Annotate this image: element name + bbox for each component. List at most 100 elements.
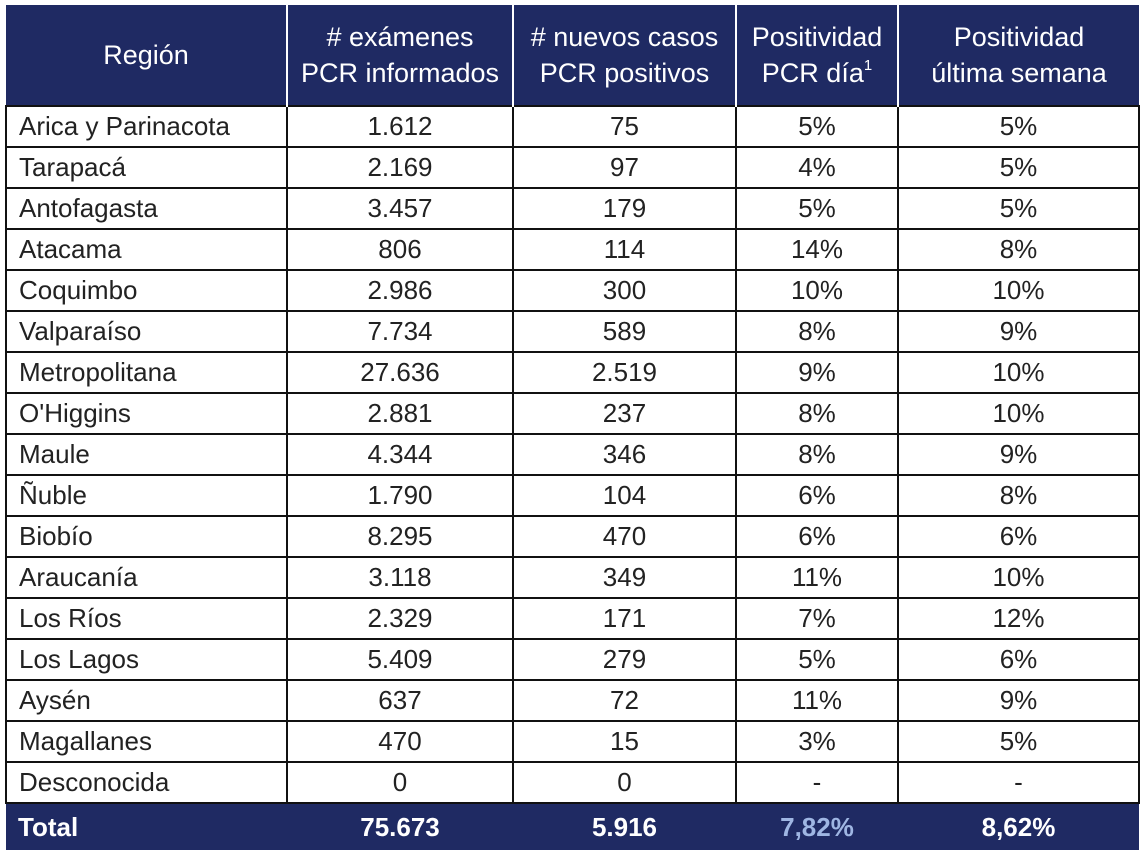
cell-region: Biobío [5, 515, 288, 558]
table-row: Tarapacá 2.169 97 4% 5% [5, 146, 1140, 189]
cell-cases: 97 [512, 146, 737, 189]
table-row: Coquimbo 2.986 300 10% 10% [5, 269, 1140, 312]
cell-region: Antofagasta [5, 187, 288, 230]
header-region-label: Región [103, 40, 189, 70]
cell-positivity-week: 8% [897, 228, 1140, 271]
cell-region: Magallanes [5, 720, 288, 763]
cell-exams: 3.457 [286, 187, 514, 230]
header-cases: # nuevos casos PCR positivos [512, 5, 737, 106]
cell-positivity-day: 5% [735, 187, 899, 230]
table-row: Antofagasta 3.457 179 5% 5% [5, 187, 1140, 230]
cell-positivity-week: 10% [897, 556, 1140, 599]
header-positivity-day-line2-wrap: PCR día1 [741, 55, 893, 91]
cell-positivity-day: 8% [735, 433, 899, 476]
header-row: Región # exámenes PCR informados # nuevo… [6, 5, 1139, 106]
table-row: Los Lagos 5.409 279 5% 6% [5, 638, 1140, 681]
cell-exams: 637 [286, 679, 514, 722]
cell-cases: 349 [512, 556, 737, 599]
cell-positivity-day: 8% [735, 310, 899, 353]
cell-positivity-day: 6% [735, 474, 899, 517]
cell-exams: 2.329 [286, 597, 514, 640]
table-row: Ñuble 1.790 104 6% 8% [5, 474, 1140, 517]
cell-positivity-day: 4% [735, 146, 899, 189]
cell-region: Tarapacá [5, 146, 288, 189]
cell-positivity-day: 5% [735, 105, 899, 148]
pcr-results-table: Región # exámenes PCR informados # nuevo… [5, 5, 1140, 850]
cell-cases: 114 [512, 228, 737, 271]
cell-region: O'Higgins [5, 392, 288, 435]
table-row: Araucanía 3.118 349 11% 10% [5, 556, 1140, 599]
header-positivity-week-line1: Positividad [953, 22, 1085, 52]
cell-positivity-week: 5% [897, 146, 1140, 189]
cell-positivity-day: 8% [735, 392, 899, 435]
cell-positivity-week: 6% [897, 638, 1140, 681]
cell-exams: 806 [286, 228, 514, 271]
cell-exams: 8.295 [286, 515, 514, 558]
cell-cases: 346 [512, 433, 737, 476]
cell-region: Valparaíso [5, 310, 288, 353]
table-row: O'Higgins 2.881 237 8% 10% [5, 392, 1140, 435]
cell-positivity-week: 5% [897, 105, 1140, 148]
cell-exams: 470 [286, 720, 514, 763]
cell-exams: 7.734 [286, 310, 514, 353]
cell-positivity-week: 6% [897, 515, 1140, 558]
cell-cases: 300 [512, 269, 737, 312]
cell-region: Aysén [5, 679, 288, 722]
cell-cases: 75 [512, 105, 737, 148]
total-positivity-week: 8,62% [898, 803, 1139, 850]
cell-exams: 2.169 [286, 146, 514, 189]
cell-positivity-week: 5% [897, 720, 1140, 763]
cell-region: Arica y Parinacota [5, 105, 288, 148]
cell-positivity-week: 5% [897, 187, 1140, 230]
cell-cases: 15 [512, 720, 737, 763]
header-positivity-day-line1: Positividad [751, 22, 883, 52]
cell-cases: 589 [512, 310, 737, 353]
total-cases: 5.916 [513, 803, 736, 850]
header-positivity-day: Positividad PCR día1 [735, 5, 899, 106]
cell-positivity-week: 12% [897, 597, 1140, 640]
header-cases-line1: # nuevos casos [530, 22, 719, 52]
table-row: Metropolitana 27.636 2.519 9% 10% [5, 351, 1140, 394]
cell-exams: 1.790 [286, 474, 514, 517]
cell-cases: 72 [512, 679, 737, 722]
cell-region: Los Lagos [5, 638, 288, 681]
cell-positivity-week: 9% [897, 433, 1140, 476]
cell-positivity-day: 10% [735, 269, 899, 312]
cell-region: Atacama [5, 228, 288, 271]
table-row: Desconocida 0 0- - [5, 761, 1140, 804]
cell-positivity-day: 14% [735, 228, 899, 271]
cell-cases: 279 [512, 638, 737, 681]
header-positivity-week: Positividad última semana [897, 5, 1139, 106]
header-exams: # exámenes PCR informados [286, 5, 514, 106]
cell-region: Ñuble [5, 474, 288, 517]
cell-exams: 0 [286, 761, 514, 804]
cell-positivity-day: 11% [735, 679, 899, 722]
cell-region: Los Ríos [5, 597, 288, 640]
cell-cases: 470 [512, 515, 737, 558]
header-exams-line2: PCR informados [300, 58, 500, 88]
cell-positivity-day: 7% [735, 597, 899, 640]
header-region: Región [6, 5, 288, 106]
cell-positivity-day: 5% [735, 638, 899, 681]
cell-cases: 171 [512, 597, 737, 640]
table-row: Aysén 637 72 11% 9% [5, 679, 1140, 722]
cell-positivity-week: 10% [897, 351, 1140, 394]
table-row: Magallanes 470 15 3% 5% [5, 720, 1140, 763]
cell-exams: 4.344 [286, 433, 514, 476]
cell-positivity-week: 9% [897, 310, 1140, 353]
cell-exams: 27.636 [286, 351, 514, 394]
table-row: Valparaíso 7.734 589 8% 9% [5, 310, 1140, 353]
cell-cases: 0 [512, 761, 737, 804]
total-positivity-day: 7,82% [736, 803, 898, 850]
cell-exams: 3.118 [286, 556, 514, 599]
cell-cases: 179 [512, 187, 737, 230]
cell-positivity-week: 10% [897, 392, 1140, 435]
cell-positivity-day: - [735, 761, 899, 804]
cell-cases: 237 [512, 392, 737, 435]
cell-positivity-week: 9% [897, 679, 1140, 722]
cell-exams: 1.612 [286, 105, 514, 148]
cell-positivity-day: 6% [735, 515, 899, 558]
cell-exams: 5.409 [286, 638, 514, 681]
cell-cases: 2.519 [512, 351, 737, 394]
total-label: Total [6, 803, 287, 850]
